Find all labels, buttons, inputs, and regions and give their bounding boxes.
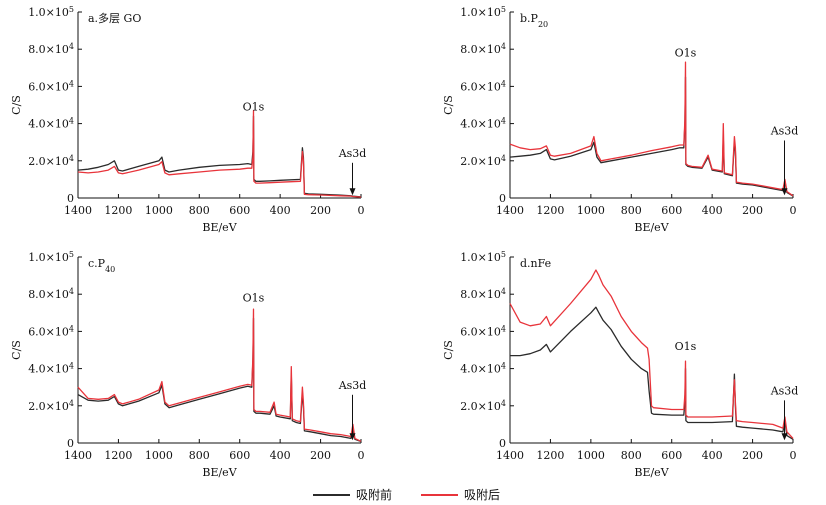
panel-label: b.P20 (520, 12, 548, 29)
y-tick-label: 8.0×104 (28, 287, 74, 302)
y-tick-label: 4.0×104 (28, 116, 74, 131)
y-axis-title: C/S (442, 340, 455, 360)
y-tick-label: 0 (67, 192, 74, 205)
annotation-label: As3d (770, 124, 799, 137)
series-line-before (77, 317, 362, 443)
x-tick-label: 0 (358, 204, 365, 217)
x-axis-title: BE/eV (202, 466, 237, 479)
x-tick-label: 800 (621, 204, 642, 217)
x-tick-label: 200 (742, 204, 763, 217)
chart-panel-4: 1400 1200 1000 800 600 400 200 0 0 2.0×104 4.0×104… (442, 250, 798, 480)
y-tick-label: 6.0×104 (28, 79, 74, 94)
chart-panel-3: 1400 1200 1000 800 600 400 200 0 0 2.0×104 4.0×104… (10, 250, 366, 480)
legend-before-label: 吸附前 (356, 487, 392, 502)
series-line-after (509, 61, 794, 197)
x-tick-label: 1000 (577, 204, 605, 217)
y-tick-label: 4.0×104 (460, 116, 506, 131)
x-tick-label: 1400 (496, 204, 524, 217)
y-tick-label: 1.0×105 (28, 250, 74, 265)
x-tick-label: 200 (310, 204, 331, 217)
x-tick-label: 1200 (536, 204, 564, 217)
chart-panels: 1400 1200 1000 800 600 400 200 0 0 2.0×104 4.0×104… (10, 5, 798, 480)
y-axis-title: C/S (10, 95, 23, 115)
panel-label: c.P40 (88, 257, 115, 274)
x-tick-label: 0 (790, 449, 797, 462)
annotation-arrow-head (349, 433, 356, 441)
x-axis-title: BE/eV (634, 221, 669, 234)
x-tick-label: 800 (621, 449, 642, 462)
y-tick-label: 0 (499, 437, 506, 450)
annotation-label: As3d (338, 147, 367, 160)
x-tick-label: 1200 (104, 449, 132, 462)
y-tick-label: 6.0×104 (28, 324, 74, 339)
annotation-label: O1s (243, 292, 265, 305)
y-axis-title: C/S (442, 95, 455, 115)
annotation-label: As3d (770, 384, 799, 397)
x-tick-label: 400 (270, 204, 291, 217)
series-line-after (509, 269, 794, 439)
legend: 吸附前 吸附后 (313, 487, 500, 502)
panel-label: a.多层 GO (88, 11, 141, 25)
x-tick-label: 800 (189, 204, 210, 217)
y-tick-label: 0 (67, 437, 74, 450)
x-tick-label: 200 (310, 449, 331, 462)
y-tick-label: 6.0×104 (460, 79, 506, 94)
chart-panel-2: 1400 1200 1000 800 600 400 200 0 0 2.0×104 4.0×104… (442, 5, 798, 235)
annotation-arrow-head (349, 188, 356, 196)
x-tick-label: 600 (229, 449, 250, 462)
annotation-arrow-head (781, 433, 788, 441)
y-tick-label: 8.0×104 (460, 287, 506, 302)
y-axis-title: C/S (10, 340, 23, 360)
annotation-label: O1s (675, 47, 697, 60)
y-tick-label: 6.0×104 (460, 324, 506, 339)
y-tick-label: 1.0×105 (460, 5, 506, 20)
y-tick-label: 2.0×104 (28, 153, 74, 168)
x-tick-label: 1200 (536, 449, 564, 462)
x-tick-label: 1000 (577, 449, 605, 462)
panel-label: d.nFe (520, 257, 551, 270)
x-tick-label: 600 (229, 204, 250, 217)
annotation-label: O1s (243, 101, 265, 114)
chart-panel-1: 1400 1200 1000 800 600 400 200 0 0 2.0×104 4.0×104… (10, 5, 366, 235)
x-tick-label: 200 (742, 449, 763, 462)
x-axis-title: BE/eV (202, 221, 237, 234)
annotation-label: As3d (338, 379, 367, 392)
x-tick-label: 400 (702, 204, 723, 217)
y-tick-label: 2.0×104 (28, 398, 74, 413)
x-axis-title: BE/eV (634, 466, 669, 479)
x-tick-label: 1400 (496, 449, 524, 462)
x-tick-label: 0 (358, 449, 365, 462)
x-tick-label: 1400 (64, 204, 92, 217)
x-tick-label: 600 (661, 449, 682, 462)
series-line-before (510, 306, 794, 440)
x-tick-label: 1400 (64, 449, 92, 462)
y-tick-label: 4.0×104 (28, 361, 74, 376)
y-tick-label: 1.0×105 (460, 250, 506, 265)
series-line-before (77, 115, 362, 198)
x-tick-label: 800 (189, 449, 210, 462)
x-tick-label: 1200 (104, 204, 132, 217)
series-line-after (77, 109, 362, 198)
y-tick-label: 0 (499, 192, 506, 205)
x-tick-label: 1000 (145, 449, 173, 462)
series-line-after (77, 308, 362, 442)
y-tick-label: 8.0×104 (460, 42, 506, 57)
y-tick-label: 2.0×104 (460, 153, 506, 168)
y-tick-label: 1.0×105 (28, 5, 74, 20)
x-tick-label: 600 (661, 204, 682, 217)
x-tick-label: 400 (270, 449, 291, 462)
y-tick-label: 8.0×104 (28, 42, 74, 57)
y-tick-label: 4.0×104 (460, 361, 506, 376)
legend-after-label: 吸附后 (464, 488, 500, 502)
annotation-arrow-head (781, 188, 788, 196)
x-tick-label: 1000 (145, 204, 173, 217)
x-tick-label: 0 (790, 204, 797, 217)
y-tick-label: 2.0×104 (460, 398, 506, 413)
series-line-before (509, 76, 794, 197)
annotation-label: O1s (675, 340, 697, 353)
x-tick-label: 400 (702, 449, 723, 462)
